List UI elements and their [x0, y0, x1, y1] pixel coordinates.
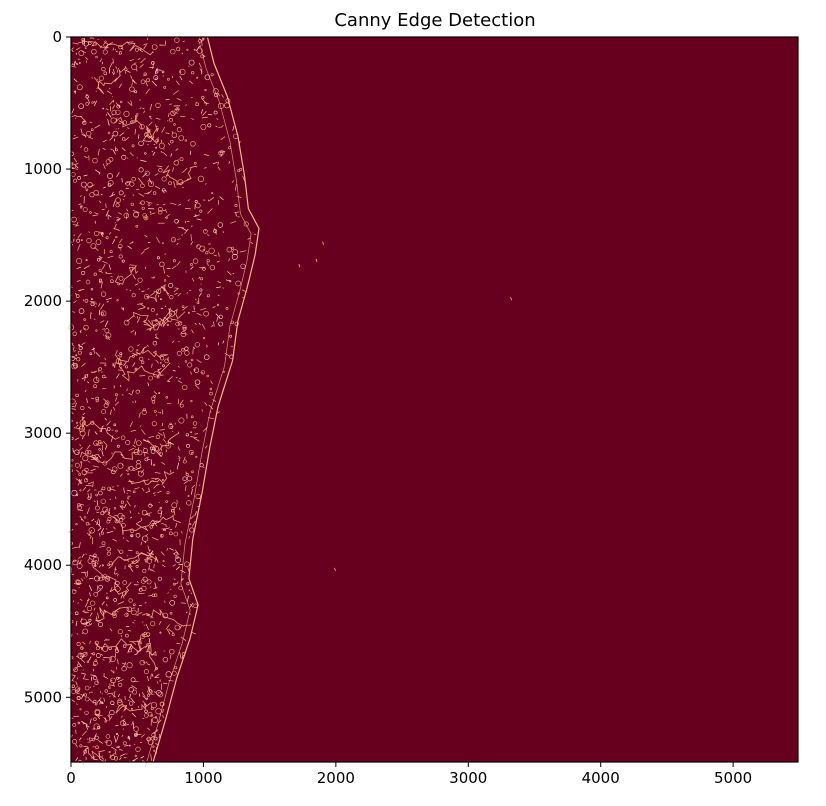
- x-tick-label: 0: [66, 769, 76, 787]
- y-tick-label: 3000: [24, 424, 62, 442]
- inner-coast-edge: [144, 42, 252, 768]
- y-tick-label: 2000: [24, 292, 62, 310]
- coastline-edge: [152, 36, 260, 763]
- y-axis: 0 1000 2000 3000 4000 5000: [24, 28, 71, 706]
- y-tick-label: 1000: [24, 160, 62, 178]
- chart-title: Canny Edge Detection: [334, 10, 535, 31]
- edge-image-background: [71, 37, 798, 762]
- inland-edge-lines: [73, 40, 198, 763]
- y-tick-label: 5000: [24, 688, 62, 706]
- y-tick-label: 0: [52, 28, 62, 46]
- isolated-edge: [298, 263, 301, 268]
- isolated-edge: [334, 567, 336, 572]
- x-tick-label: 5000: [714, 769, 752, 787]
- land-edge-texture: [66, 33, 257, 765]
- y-tick-label: 4000: [24, 556, 62, 574]
- isolated-edge: [322, 241, 324, 245]
- x-tick-label: 1000: [184, 769, 222, 787]
- x-tick-label: 2000: [317, 769, 355, 787]
- isolated-edge: [510, 297, 512, 301]
- edge-image-layer: [66, 33, 512, 768]
- x-tick-label: 4000: [582, 769, 620, 787]
- x-axis: 0 1000 2000 3000 4000 5000: [66, 762, 752, 787]
- isolated-edge: [315, 258, 318, 263]
- axes-frame: [70, 36, 799, 763]
- x-tick-label: 3000: [449, 769, 487, 787]
- plot-area: [66, 33, 798, 768]
